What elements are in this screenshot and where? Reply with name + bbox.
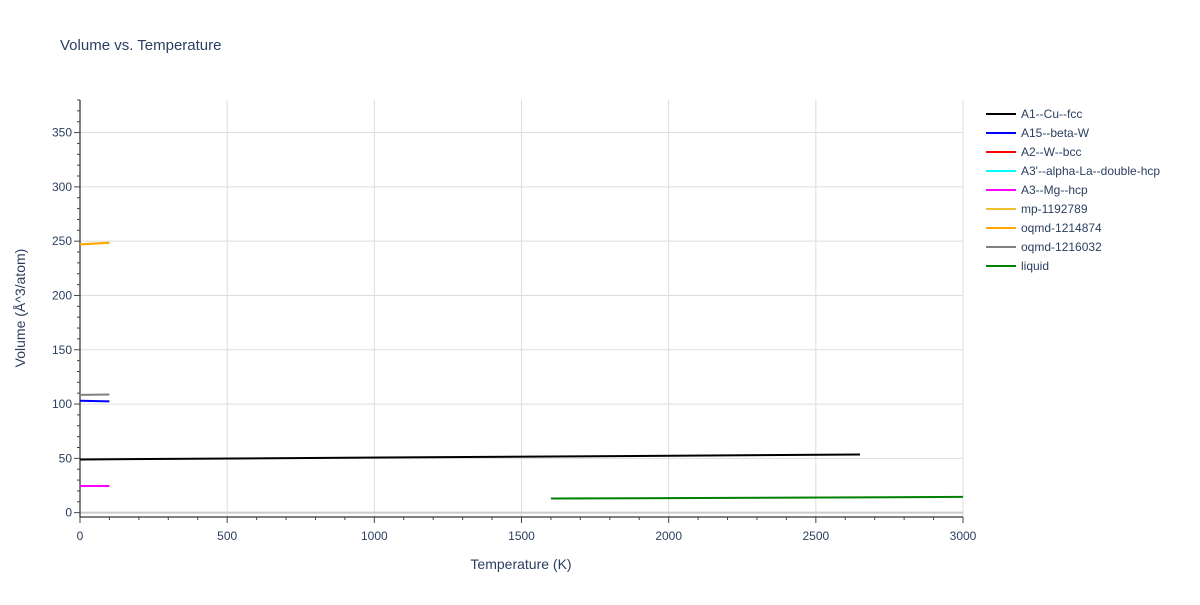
x-tick-label: 500: [217, 529, 237, 543]
legend-label: liquid: [1021, 259, 1049, 273]
y-tick-label: 350: [52, 126, 72, 140]
y-tick-label: 250: [52, 234, 72, 248]
y-tick-label: 200: [52, 288, 72, 302]
y-axis-label: Volume (Å^3/atom): [12, 249, 28, 368]
legend-label: A15--beta-W: [1021, 126, 1090, 140]
series-line: [80, 243, 109, 245]
legend-label: oqmd-1216032: [1021, 240, 1102, 254]
y-tick-label: 300: [52, 180, 72, 194]
x-tick-label: 3000: [950, 529, 977, 543]
series-line: [551, 497, 963, 499]
x-axis-label: Temperature (K): [470, 556, 571, 572]
y-tick-label: 0: [65, 506, 72, 520]
legend-label: A3--Mg--hcp: [1021, 183, 1088, 197]
series-line: [80, 401, 109, 402]
y-tick-label: 50: [59, 451, 73, 465]
x-tick-label: 1000: [361, 529, 388, 543]
x-tick-label: 2000: [655, 529, 682, 543]
chart-title: Volume vs. Temperature: [60, 37, 221, 54]
legend-label: A2--W--bcc: [1021, 145, 1081, 159]
y-tick-label: 100: [52, 397, 72, 411]
y-tick-label: 150: [52, 343, 72, 357]
legend-label: mp-1192789: [1021, 202, 1088, 216]
legend-label: oqmd-1214874: [1021, 221, 1102, 235]
legend-label: A1--Cu--fcc: [1021, 107, 1082, 121]
x-tick-label: 2500: [802, 529, 829, 543]
x-tick-label: 1500: [508, 529, 535, 543]
x-tick-label: 0: [77, 529, 84, 543]
legend-label: A3'--alpha-La--double-hcp: [1021, 164, 1160, 178]
